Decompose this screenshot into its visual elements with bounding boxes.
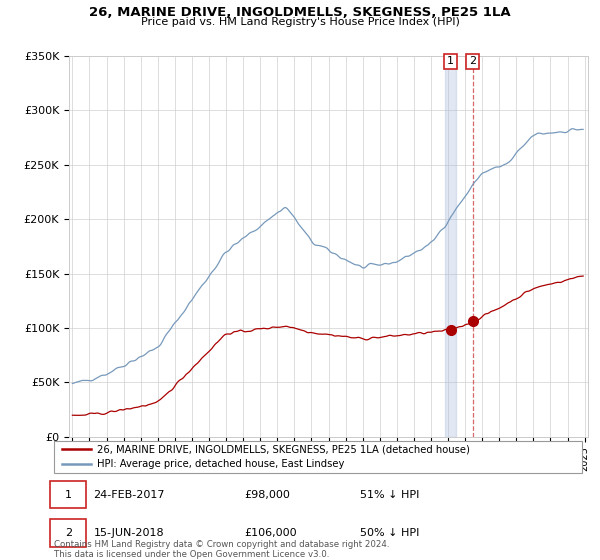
Text: 2: 2 [65,528,72,538]
Text: 2: 2 [469,57,476,67]
Text: £98,000: £98,000 [244,489,290,500]
Text: 50% ↓ HPI: 50% ↓ HPI [360,528,419,538]
Text: 51% ↓ HPI: 51% ↓ HPI [360,489,419,500]
Text: 26, MARINE DRIVE, INGOLDMELLS, SKEGNESS, PE25 1LA (detached house): 26, MARINE DRIVE, INGOLDMELLS, SKEGNESS,… [97,445,470,455]
Text: Price paid vs. HM Land Registry's House Price Index (HPI): Price paid vs. HM Land Registry's House … [140,17,460,27]
Text: 1: 1 [447,57,454,67]
Text: 15-JUN-2018: 15-JUN-2018 [94,528,164,538]
Text: 26, MARINE DRIVE, INGOLDMELLS, SKEGNESS, PE25 1LA: 26, MARINE DRIVE, INGOLDMELLS, SKEGNESS,… [89,6,511,18]
FancyBboxPatch shape [50,519,86,547]
Text: Contains HM Land Registry data © Crown copyright and database right 2024.
This d: Contains HM Land Registry data © Crown c… [54,540,389,559]
FancyBboxPatch shape [54,441,582,473]
Text: 24-FEB-2017: 24-FEB-2017 [94,489,165,500]
FancyBboxPatch shape [50,481,86,508]
Bar [445,56,455,437]
Text: 1: 1 [65,489,72,500]
Text: HPI: Average price, detached house, East Lindsey: HPI: Average price, detached house, East… [97,459,344,469]
Text: £106,000: £106,000 [244,528,297,538]
